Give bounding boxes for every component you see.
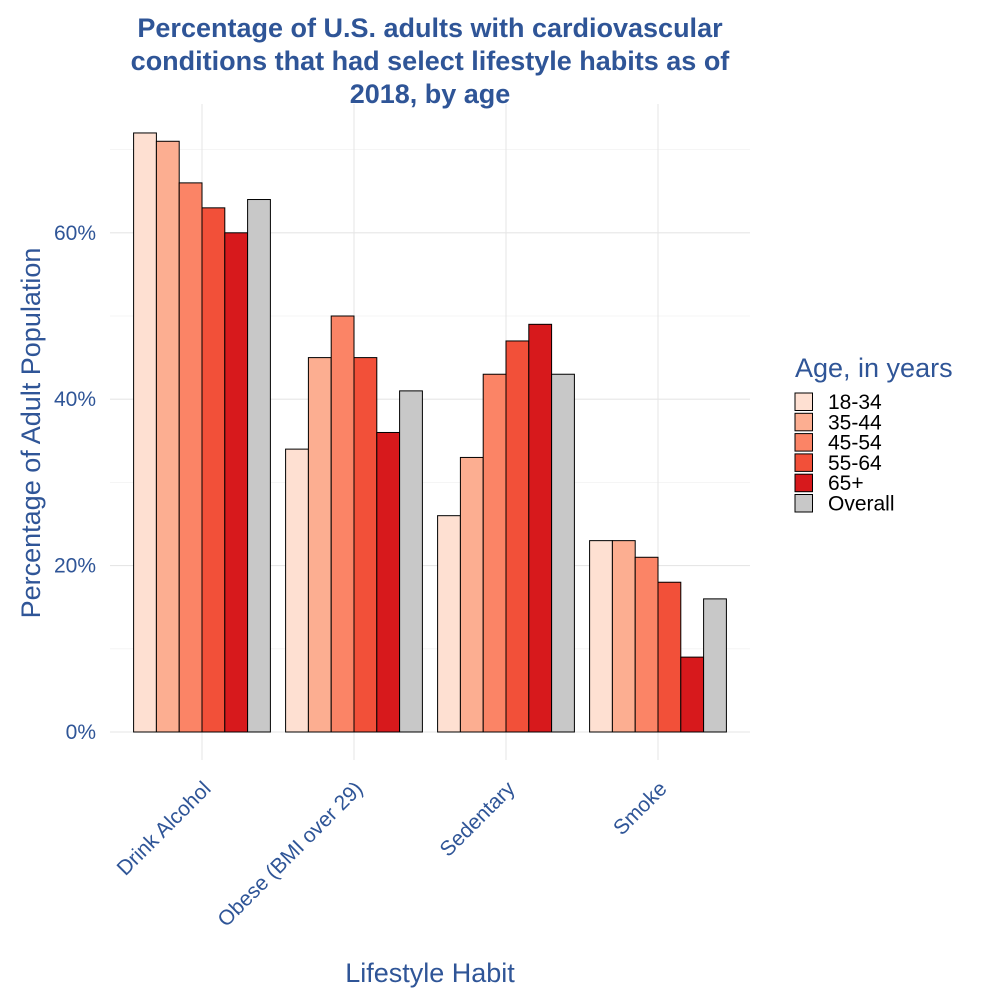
chart-title: Percentage of U.S. adults with cardiovas… <box>131 13 731 109</box>
bar <box>482 373 507 733</box>
bar <box>437 515 461 733</box>
y-tick-label: 20% <box>54 555 96 578</box>
bar <box>505 340 530 733</box>
chart-title-line-1: Percentage of U.S. adults with cardiovas… <box>137 13 723 43</box>
bar <box>201 207 226 733</box>
bar <box>307 357 332 733</box>
legend-swatch <box>794 473 813 493</box>
bar <box>133 132 157 733</box>
chart-title-line-2: conditions that had select lifestyle hab… <box>131 46 731 76</box>
bar <box>528 323 553 733</box>
bar <box>459 456 484 733</box>
legend: Age, in years 18-3435-4445-5455-6465+Ove… <box>794 353 953 516</box>
x-tick-label: Sedentary <box>436 777 520 861</box>
legend-swatch <box>794 433 813 452</box>
legend-label: 18-34 <box>828 391 882 414</box>
bar <box>330 315 355 733</box>
bar <box>285 448 309 733</box>
legend-label: 35-44 <box>828 411 882 434</box>
chart-title-line-3: 2018, by age <box>350 79 511 109</box>
bar <box>551 373 575 733</box>
bar <box>155 140 180 733</box>
legend-label: 45-54 <box>828 432 882 455</box>
legend-label: 55-64 <box>828 452 882 475</box>
y-axis: 0% 20% 40% 60% <box>54 222 96 744</box>
bar <box>703 598 727 733</box>
y-axis-title: Percentage of Adult Population <box>16 248 46 619</box>
bar <box>589 540 613 733</box>
bar <box>178 182 203 733</box>
x-tick-label: Smoke <box>609 777 671 839</box>
x-tick-label: Obese (BMI over 29) <box>213 777 367 931</box>
y-tick-label: 60% <box>54 222 96 245</box>
x-tick-label: Drink Alcohol <box>113 777 216 880</box>
x-axis-title: Lifestyle Habit <box>345 958 515 988</box>
legend-swatch <box>794 494 813 513</box>
bars-layer <box>133 132 727 733</box>
y-tick-label: 0% <box>66 721 96 744</box>
bar <box>634 556 659 733</box>
bar <box>376 431 401 733</box>
bar <box>611 540 636 733</box>
bar <box>657 581 682 733</box>
bar <box>247 199 271 733</box>
legend-label: 65+ <box>828 472 864 495</box>
y-tick-label: 40% <box>54 388 96 411</box>
bar <box>399 390 423 733</box>
legend-swatch <box>794 453 813 472</box>
legend-title: Age, in years <box>795 353 953 383</box>
bar <box>353 357 378 733</box>
legend-swatch <box>794 392 813 411</box>
bar <box>224 232 249 733</box>
bar <box>680 656 705 733</box>
legend-swatch <box>794 412 813 432</box>
legend-label: Overall <box>828 493 895 516</box>
